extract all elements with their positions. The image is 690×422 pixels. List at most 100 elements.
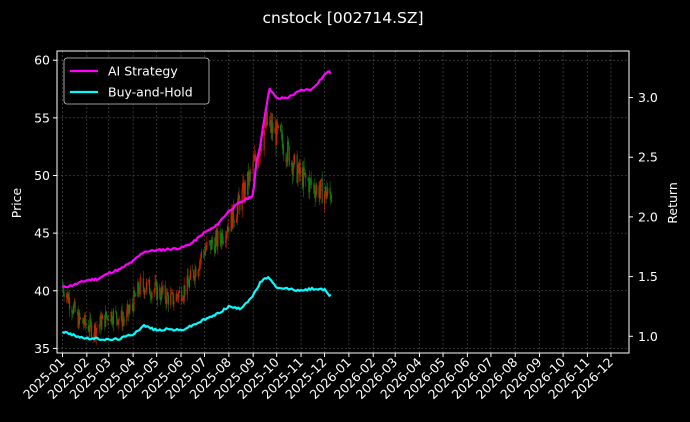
candle-body — [155, 281, 157, 283]
candle-body — [144, 291, 146, 295]
candle-body — [192, 270, 194, 272]
candle-body — [298, 163, 300, 172]
candle-body — [134, 290, 136, 296]
candle-body — [214, 237, 217, 254]
chart-title: cnstock [002714.SZ] — [262, 9, 423, 27]
candle-body — [79, 312, 81, 319]
candle-body — [94, 324, 97, 338]
candle-body — [170, 292, 173, 294]
candle-body — [104, 314, 106, 327]
candle-body — [237, 194, 239, 206]
candle-body — [309, 178, 312, 180]
candle-body — [77, 312, 79, 328]
candle-body — [285, 153, 287, 163]
candle-body — [247, 171, 250, 186]
candle-body — [248, 172, 250, 186]
candle-body — [167, 295, 170, 305]
candle-body — [319, 190, 321, 198]
candle-body — [282, 141, 284, 154]
candle-body — [302, 167, 304, 188]
candle-body — [258, 156, 260, 167]
candle-body — [206, 241, 208, 249]
candle-body — [94, 324, 96, 336]
candle-body — [216, 230, 218, 247]
candle-body — [164, 285, 166, 300]
candle-body — [329, 187, 331, 195]
candle-body — [85, 324, 87, 326]
candle-body — [225, 239, 227, 242]
candle-body — [197, 270, 199, 277]
candle-body — [166, 291, 168, 304]
candle-body — [233, 221, 235, 223]
candle-body — [276, 121, 279, 128]
candle-body — [244, 182, 246, 195]
candle-body — [140, 278, 142, 279]
candle-body — [325, 186, 327, 199]
y-left-tick-label: 55 — [34, 110, 50, 125]
candle-body — [243, 182, 245, 201]
candle-body — [116, 311, 118, 320]
candle-body — [309, 178, 311, 192]
candle-body — [149, 293, 151, 297]
candle-body — [96, 327, 98, 329]
candle-body — [249, 172, 251, 173]
candle-body — [172, 292, 174, 305]
candle-body — [177, 296, 179, 299]
candle-body — [74, 301, 76, 312]
candle-body — [170, 293, 172, 305]
candle-body — [315, 190, 317, 198]
candle-body — [274, 127, 276, 134]
candle-body — [280, 125, 282, 132]
candle-body — [312, 184, 315, 186]
candle-body — [126, 310, 128, 321]
candle-body — [128, 309, 130, 314]
candle-body — [161, 287, 163, 293]
candle-body — [327, 187, 329, 195]
candle-body — [269, 123, 271, 125]
candle-body — [217, 230, 219, 247]
candle-body — [82, 318, 84, 324]
candle-body — [258, 155, 261, 157]
candle-body — [324, 186, 326, 194]
candle-body — [276, 121, 278, 145]
candle-body — [88, 331, 90, 332]
candle-body — [308, 180, 310, 192]
y-axis-right: 1.0 1.5 2.0 2.5 3.0 — [629, 90, 658, 344]
candle-body — [148, 279, 150, 283]
candle-body — [117, 320, 119, 325]
candle-body — [287, 141, 290, 147]
candle-body — [100, 316, 102, 330]
candle-body — [242, 182, 244, 190]
candle-body — [145, 290, 147, 292]
candle-body — [156, 286, 159, 300]
candle-body — [230, 210, 232, 232]
candle-body — [127, 304, 129, 311]
candle-body — [83, 315, 86, 325]
candle-body — [133, 290, 135, 312]
series-line-ai-strategy — [61, 70, 332, 289]
legend-label: Buy-and-Hold — [108, 85, 193, 100]
candle-body — [84, 315, 86, 325]
legend-box — [63, 57, 210, 105]
candle-body — [283, 153, 285, 154]
candle-body — [182, 297, 184, 301]
candle-body — [277, 125, 279, 128]
candle-body — [142, 278, 144, 288]
candle-body — [79, 318, 82, 319]
candle-body — [93, 335, 95, 338]
candle-body — [231, 210, 233, 230]
candle-body — [227, 226, 229, 232]
candle-body — [122, 318, 124, 326]
candle-body — [72, 313, 74, 314]
y-axis-left: 35 40 45 50 55 60 — [34, 53, 57, 356]
candle-body — [112, 310, 115, 325]
candle-body — [120, 310, 122, 319]
candle-body — [112, 322, 114, 325]
candle-body — [214, 244, 216, 254]
candle-body — [286, 160, 288, 163]
candle-body — [68, 297, 71, 310]
candle-body — [188, 283, 190, 288]
candle-body — [127, 304, 130, 314]
candle-body — [219, 230, 221, 240]
